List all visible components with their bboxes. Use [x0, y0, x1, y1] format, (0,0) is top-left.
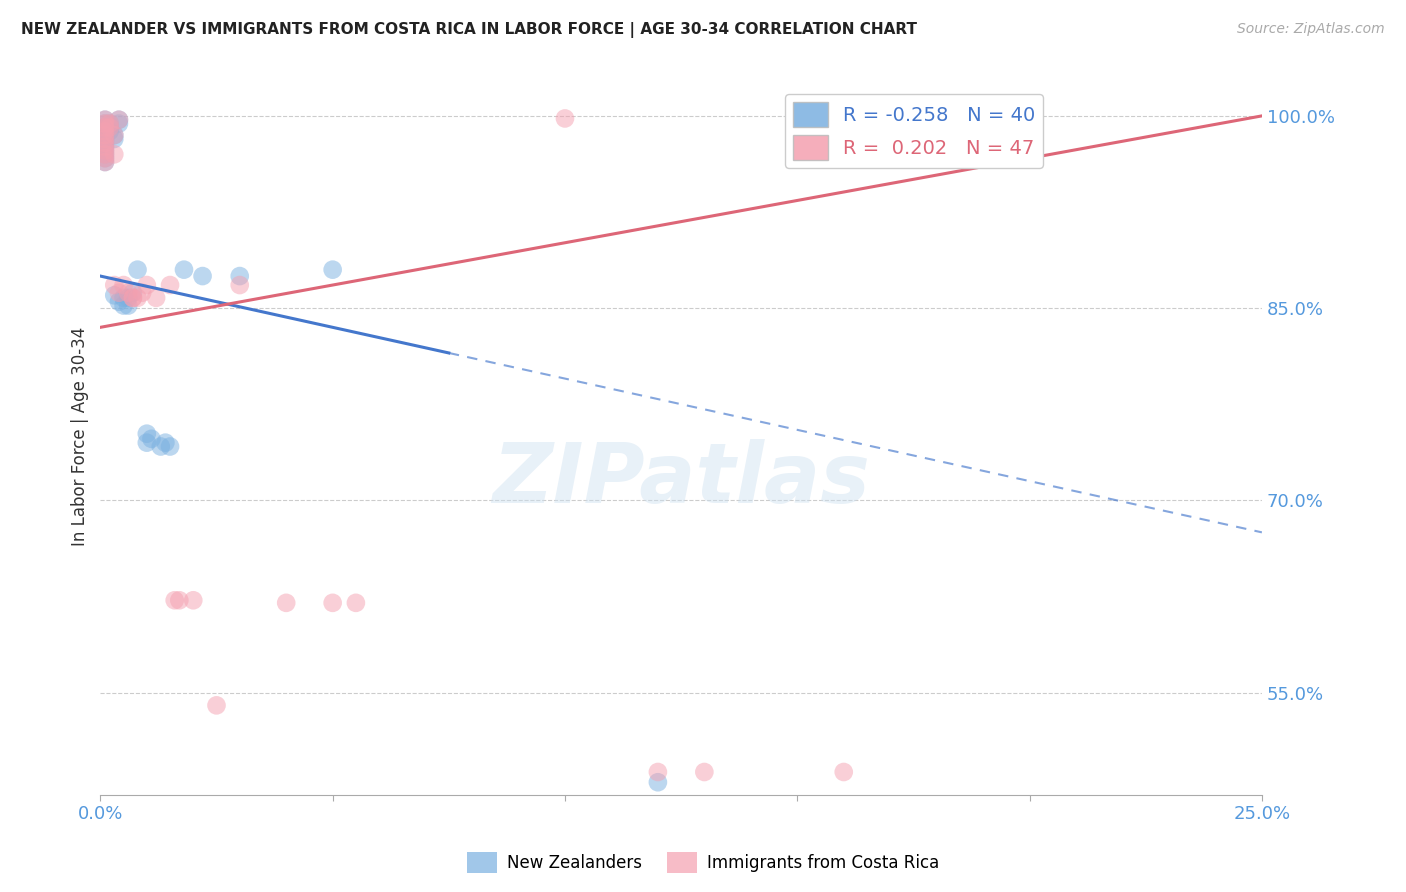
Point: [94, 112, 117, 127]
Point: [169, 593, 191, 607]
Point: [98, 117, 121, 131]
Point: [127, 262, 149, 277]
Point: [108, 117, 131, 131]
Text: Source: ZipAtlas.com: Source: ZipAtlas.com: [1237, 22, 1385, 37]
Point: [103, 128, 125, 142]
Legend: New Zealanders, Immigrants from Costa Rica: New Zealanders, Immigrants from Costa Ri…: [460, 846, 946, 880]
Point: [832, 764, 855, 779]
Point: [145, 291, 167, 305]
Point: [94, 136, 117, 150]
Point: [108, 112, 131, 127]
Point: [122, 291, 145, 305]
Point: [344, 596, 367, 610]
Point: [94, 128, 117, 142]
Point: [103, 132, 125, 146]
Point: [205, 698, 228, 713]
Point: [98, 120, 121, 135]
Point: [647, 764, 669, 779]
Point: [229, 278, 252, 293]
Point: [135, 435, 157, 450]
Point: [94, 136, 117, 150]
Point: [925, 112, 948, 127]
Point: [94, 117, 117, 131]
Point: [122, 291, 145, 305]
Point: [94, 139, 117, 153]
Point: [112, 291, 135, 305]
Point: [322, 262, 344, 277]
Point: [112, 299, 135, 313]
Point: [108, 294, 131, 309]
Point: [94, 128, 117, 142]
Point: [94, 147, 117, 161]
Point: [191, 268, 214, 283]
Point: [94, 151, 117, 165]
Point: [155, 435, 177, 450]
Point: [163, 593, 186, 607]
Point: [149, 440, 172, 454]
Point: [94, 120, 117, 135]
Point: [122, 285, 145, 300]
Point: [94, 139, 117, 153]
Point: [94, 117, 117, 131]
Point: [103, 278, 125, 293]
Point: [127, 291, 149, 305]
Point: [108, 285, 131, 300]
Point: [98, 117, 121, 131]
Point: [647, 775, 669, 789]
Point: [322, 596, 344, 610]
Point: [103, 288, 125, 302]
Point: [98, 124, 121, 138]
Point: [229, 268, 252, 283]
Point: [103, 147, 125, 161]
Point: [131, 285, 153, 300]
Point: [94, 155, 117, 169]
Point: [103, 128, 125, 142]
Text: ZIPatlas: ZIPatlas: [492, 439, 870, 520]
Point: [117, 291, 139, 305]
Point: [173, 262, 195, 277]
Point: [135, 426, 157, 441]
Point: [108, 112, 131, 127]
Point: [141, 432, 163, 446]
Point: [159, 278, 181, 293]
Point: [94, 124, 117, 138]
Point: [276, 596, 298, 610]
Point: [693, 764, 716, 779]
Point: [94, 147, 117, 161]
Point: [94, 155, 117, 169]
Point: [94, 124, 117, 138]
Point: [117, 285, 139, 300]
Point: [98, 120, 121, 135]
Point: [94, 144, 117, 158]
Point: [94, 151, 117, 165]
Point: [94, 112, 117, 127]
Point: [94, 120, 117, 135]
Point: [94, 132, 117, 146]
Point: [94, 132, 117, 146]
Point: [112, 278, 135, 293]
Text: NEW ZEALANDER VS IMMIGRANTS FROM COSTA RICA IN LABOR FORCE | AGE 30-34 CORRELATI: NEW ZEALANDER VS IMMIGRANTS FROM COSTA R…: [21, 22, 917, 38]
Point: [135, 278, 157, 293]
Point: [554, 112, 576, 126]
Point: [117, 299, 139, 313]
Point: [159, 440, 181, 454]
Y-axis label: In Labor Force | Age 30-34: In Labor Force | Age 30-34: [72, 326, 89, 546]
Point: [94, 144, 117, 158]
Point: [181, 593, 204, 607]
Legend: R = -0.258   N = 40, R =  0.202   N = 47: R = -0.258 N = 40, R = 0.202 N = 47: [785, 95, 1043, 168]
